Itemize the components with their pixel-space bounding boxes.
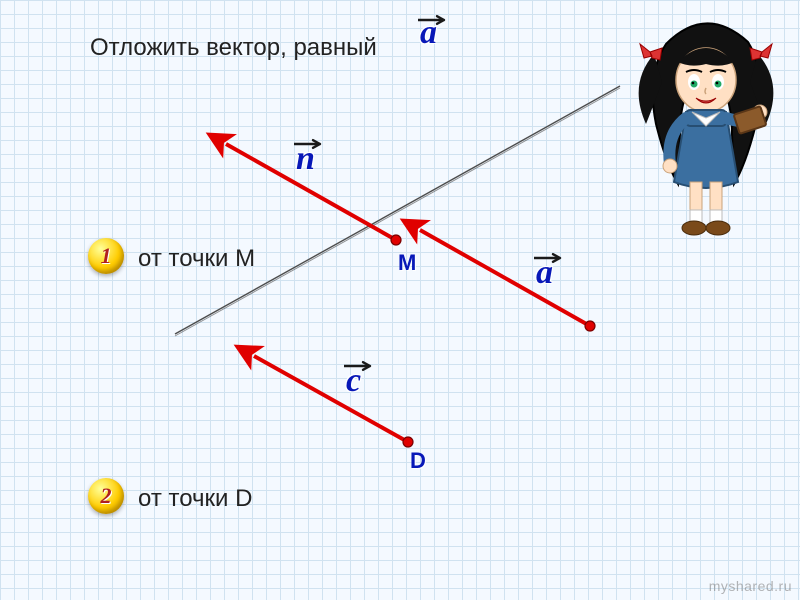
title-vector-a-label: a <box>420 14 437 52</box>
point-M-label: M <box>398 250 416 276</box>
task-1-text: от точки М <box>138 245 255 273</box>
vector-c-label: c <box>346 362 361 400</box>
watermark: myshared.ru <box>709 578 792 594</box>
title-text: Отложить вектор, равный <box>90 34 377 62</box>
task-2-text: от точки D <box>138 485 252 513</box>
vector-n-label: n <box>296 140 315 178</box>
cartoon-girl <box>636 14 776 244</box>
bullet-1: 1 <box>88 238 124 274</box>
slide-content: Отложить вектор, равный a 1 от точки М 2… <box>0 0 800 600</box>
point-D-label: D <box>410 448 426 474</box>
bullet-2: 2 <box>88 478 124 514</box>
vector-a-label: a <box>536 254 553 292</box>
